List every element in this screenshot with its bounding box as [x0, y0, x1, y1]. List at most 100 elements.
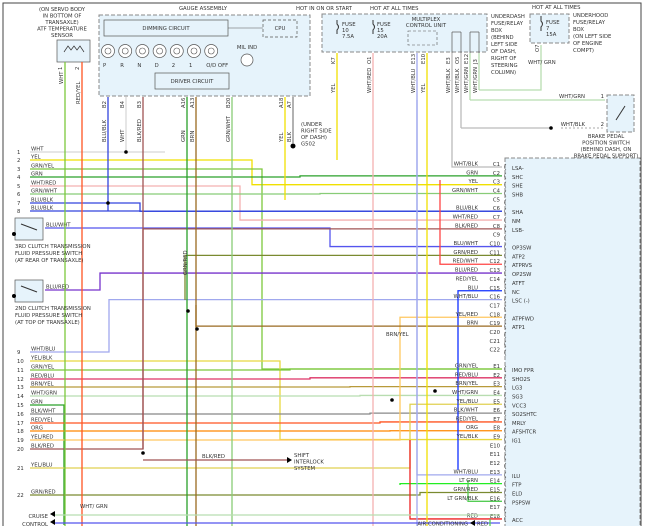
switch-icon	[615, 105, 626, 121]
pin-id: E5	[493, 399, 500, 405]
wire-label: BRN/YEL	[31, 382, 54, 388]
pin-terminal-icon	[504, 445, 507, 452]
pin-function: SHB	[512, 193, 523, 199]
gauge-pin: B2	[102, 101, 108, 108]
pin-wire-label: WHT/BLK	[454, 162, 479, 168]
pin-terminal-icon	[504, 314, 507, 321]
indicator-label: D	[155, 63, 159, 69]
gauge-pin: B3	[137, 101, 143, 108]
indicator-label: 2	[172, 63, 175, 69]
clutch3-switch-box	[14, 217, 44, 241]
indicator-label: N	[137, 63, 141, 69]
pin-terminal-icon	[504, 453, 507, 461]
arrow-icon	[287, 457, 292, 463]
indicator-lamp-icon	[118, 44, 133, 58]
underdash-text: OF DASH,	[491, 49, 517, 55]
pin-function: ACC	[512, 518, 523, 524]
wire-label: BLK/RED	[31, 444, 54, 450]
gauge-pin: B20	[226, 97, 232, 108]
wire-label: GRN/WHT	[31, 189, 58, 195]
wire-label: GRN/YEL	[31, 164, 54, 170]
underdash-text: STEERING	[491, 63, 518, 69]
splice-dot	[106, 201, 110, 205]
row-number: 3	[17, 167, 20, 173]
ground-text: (UNDER	[301, 122, 322, 128]
pin-wire-label: GRN/RED	[453, 250, 478, 256]
row-number: 19	[17, 438, 24, 444]
pin-terminal-icon	[504, 269, 507, 277]
ground-icon	[290, 143, 296, 149]
pin-id: E17	[490, 505, 500, 511]
wire-row-16	[30, 412, 502, 415]
pin-terminal-icon	[504, 216, 507, 224]
underdash-wire-label: WHT/BLK	[446, 68, 452, 93]
pin-id: E11	[490, 452, 500, 458]
pin-terminal-icon	[504, 480, 507, 487]
indicator-lamp-filament	[139, 47, 146, 55]
splice-dot	[141, 451, 145, 455]
pin-wire-label: BLU	[468, 285, 478, 291]
pin-id: C11	[490, 250, 500, 256]
underdash-text: UNDERDASH	[491, 14, 525, 20]
driver-circuit-box	[154, 72, 230, 90]
underdash-fuse-box	[321, 13, 488, 53]
shift-interlock-text: SYSTEM	[294, 466, 316, 472]
gauge-pin: B4	[120, 100, 126, 108]
pin-wire-label: GRN/WHT	[452, 188, 479, 194]
pin-id: E13	[490, 470, 500, 476]
underdash-text: (BEHIND	[491, 35, 514, 41]
indicator-lamp-icon	[152, 44, 167, 58]
pin-id: C3	[493, 180, 500, 186]
mil-indicator-label: MIL IND	[237, 45, 257, 51]
wire-row-15	[30, 404, 65, 525]
indicator-lamp-icon	[169, 44, 184, 58]
shift-interlock-text: SHIFT	[294, 453, 310, 459]
pin-id: C19	[490, 321, 500, 327]
fuse-icon	[372, 20, 375, 34]
underhood-fuse-box	[529, 13, 570, 44]
underdash-text: LEFT SIDE	[491, 42, 518, 48]
pin-function: SHE	[512, 184, 523, 190]
wire-label: ORG	[31, 426, 43, 432]
wire-label: BLU/WHT	[46, 223, 71, 229]
brake-wire-1-label: WHT/GRN	[559, 94, 585, 100]
pin-wire-label: BLU/WHT	[454, 241, 479, 247]
wire-row-12	[30, 377, 502, 380]
atf-sensor-text: IN BOTTOM OF	[43, 14, 82, 20]
pin-wire-label: RED/BLU	[455, 372, 478, 378]
pin-function: ATPFWD	[512, 316, 534, 322]
pin-wire-label: WHT/RED	[453, 215, 478, 221]
pin-terminal-icon	[504, 349, 507, 356]
pin-id: E7	[493, 417, 500, 423]
underhood-text: OF ENGINE	[573, 41, 603, 47]
underdash-pin: K7	[331, 57, 337, 64]
pin-terminal-icon	[504, 207, 507, 215]
wire-row-9	[30, 298, 502, 353]
clutch2-text: FLUID PRESSURE SWITCH	[15, 313, 82, 319]
indicator-lamp-filament	[207, 47, 215, 55]
pin-id: C8	[493, 224, 501, 230]
row-number: 10	[17, 359, 24, 365]
pin-id: C13	[490, 268, 500, 274]
fuse-icon	[540, 16, 543, 31]
fuse-15-label: FUSE	[377, 22, 391, 28]
switch-icon	[20, 285, 38, 293]
gauge-title: GAUGE ASSEMBLY	[179, 6, 228, 12]
underhood-text: (ON LEFT SIDE	[573, 34, 612, 40]
pin-id: E12	[490, 461, 500, 467]
pin-terminal-icon	[504, 374, 507, 382]
wire-label: GRN	[31, 400, 43, 406]
brake-switch-text: BRAKE PEDAL	[588, 134, 624, 140]
brake-pin-1: 1	[601, 94, 604, 100]
pin-id: C18	[490, 312, 501, 318]
pin-id: C21	[490, 339, 500, 345]
wire-c11	[184, 254, 502, 300]
wire-row-11	[30, 368, 502, 371]
pin-wire-label: RED	[467, 513, 478, 519]
pin-wire-label: GRN	[466, 170, 478, 176]
pin-id: C22	[490, 348, 500, 354]
underdash-wire-label: WHT/BLU	[411, 68, 417, 93]
mcu-label: MULTIPLEX	[412, 17, 441, 23]
ac-wire-label: RED	[477, 522, 488, 526]
gauge-wire-label: BLK	[287, 131, 293, 142]
